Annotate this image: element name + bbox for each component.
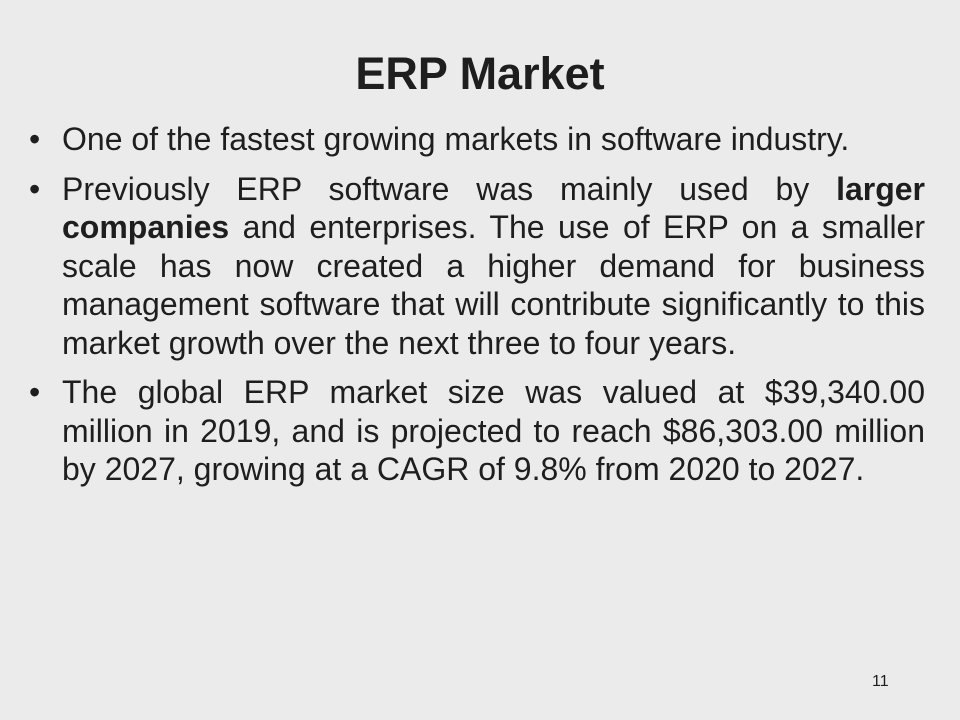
bullet-list: • One of the fastest growing markets in … xyxy=(29,120,925,500)
bullet-text: Previously ERP software was mainly used … xyxy=(62,170,837,207)
bullet-marker: • xyxy=(29,170,41,207)
bullet-text: The global ERP market size was valued at… xyxy=(62,374,925,487)
slide-title: ERP Market xyxy=(355,48,605,99)
bullet-item: • One of the fastest growing markets in … xyxy=(29,120,925,159)
bullet-item: • Previously ERP software was mainly use… xyxy=(29,170,925,363)
bullet-marker: • xyxy=(29,121,41,157)
page-number: 11 xyxy=(872,673,889,690)
bullet-text: and enterprises. The use of ERP on a sma… xyxy=(62,209,925,361)
bullet-item: • The global ERP market size was valued … xyxy=(29,373,925,489)
bullet-text: One of the fastest growing markets in so… xyxy=(62,121,850,157)
bullet-emphasis: larger companies xyxy=(62,170,925,246)
bullet-marker: • xyxy=(29,374,41,410)
